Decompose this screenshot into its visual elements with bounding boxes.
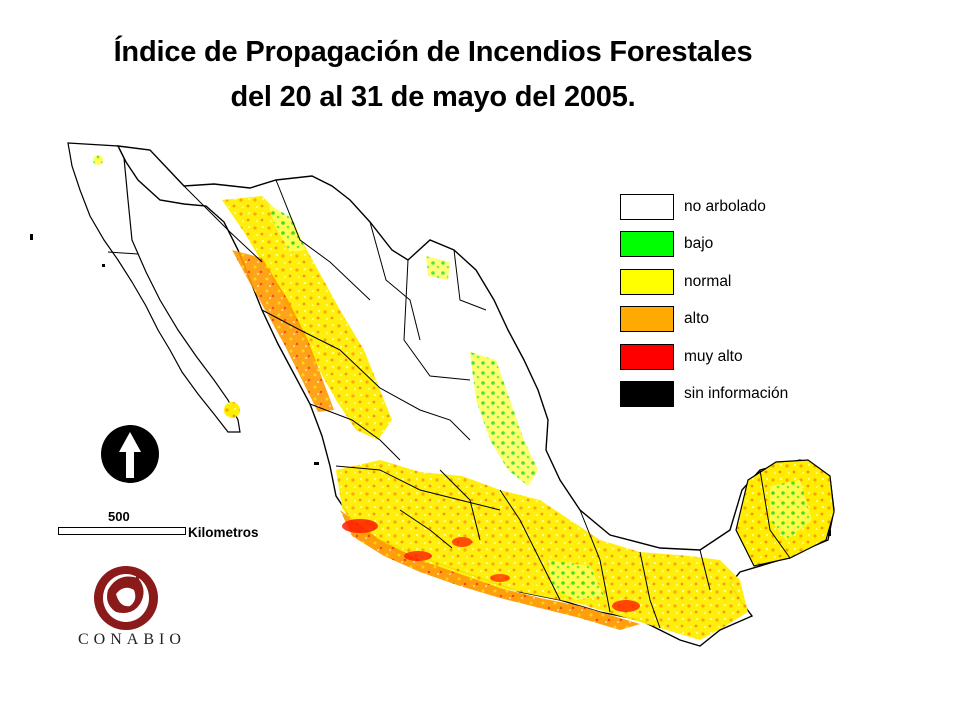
scale-bar (58, 527, 186, 535)
central-south-region (336, 460, 748, 640)
sierra-occidental-west-slope (232, 250, 334, 412)
legend-swatch (620, 343, 674, 370)
island-marias (314, 462, 319, 465)
legend-swatch (620, 231, 674, 258)
sierra-occidental-green (268, 204, 306, 252)
title-line-1: Índice de Propagación de Incendios Fores… (113, 36, 753, 68)
legend-label: normal (684, 272, 732, 290)
legend-label: muy alto (684, 347, 743, 365)
legend-item-alto: alto (620, 301, 840, 339)
legend-item-no-arbolado: no arbolado (620, 188, 840, 226)
legend-item-muy-alto: muy alto (620, 338, 840, 376)
state-borders (183, 179, 791, 629)
conabio-logo-text: CONABIO (78, 631, 186, 648)
legend-swatch (620, 193, 674, 220)
conabio-logo-icon (94, 566, 158, 630)
legend-item-normal: normal (620, 263, 840, 301)
north-east-patch (426, 256, 450, 280)
yucatan-green (770, 480, 812, 540)
scale-value: 500 (108, 509, 130, 524)
legend-label: alto (684, 310, 709, 328)
oaxaca-green (548, 560, 604, 600)
legend-swatch (620, 381, 674, 408)
baja-north-spot (93, 155, 103, 165)
baja-state-line (107, 251, 139, 255)
very-high-pockets (342, 519, 640, 612)
legend-item-sin-informacion: sin información (620, 376, 840, 414)
island-cedros (102, 264, 105, 267)
sierra-madre-occidental (222, 196, 392, 440)
legend-swatch (620, 268, 674, 295)
legend-item-bajo: bajo (620, 226, 840, 264)
baja-sierra-spot (224, 402, 240, 418)
legend-label: bajo (684, 235, 714, 253)
island-guadalupe (30, 234, 33, 240)
scale-unit: Kilometros (188, 525, 259, 540)
legend-label: sin información (684, 385, 789, 403)
baja-california-region (67, 142, 241, 433)
title-line-2: del 20 al 31 de mayo del 2005. (230, 81, 636, 113)
map-title: Índice de Propagación de Incendios Fores… (0, 30, 866, 120)
legend-swatch (620, 306, 674, 333)
island-cozumel (828, 530, 831, 536)
pacific-coast-high (340, 510, 640, 630)
legend-label: no arbolado (684, 197, 766, 215)
north-arrow-icon (101, 425, 159, 483)
sierra-madre-oriental (470, 352, 538, 486)
map-legend: no arbolado bajo normal alto muy alto si… (620, 188, 840, 413)
